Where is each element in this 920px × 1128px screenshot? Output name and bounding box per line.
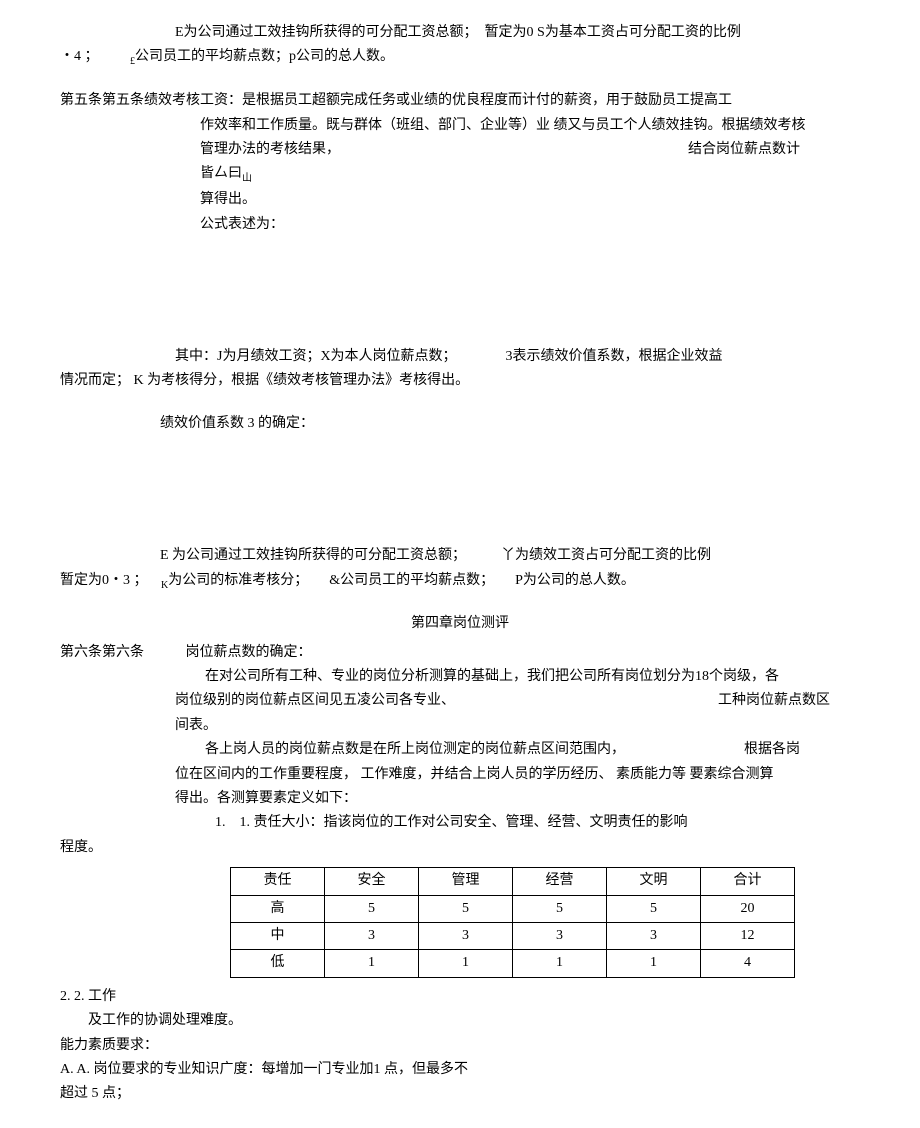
article-6-paragraph: 在对公司所有工种、专业的岗位分析测算的基础上，我们把公司所有岗位划分为18个岗级… [60,666,860,688]
table-row: 低 1 1 1 1 4 [231,950,795,977]
text-fragment: ・4 ； [60,49,99,64]
chapter-4-title: 第四章岗位测评 [60,613,860,635]
table-cell: 中 [231,922,325,949]
article-5-line: 管理办法的考核结果， 结合岗位薪点数计 [60,139,860,161]
article-5-paragraph: 情况而定； K 为考核得分，根据《绩效考核管理办法》考核得出。 [60,370,860,392]
article-5-paragraph: 暂定为0・3 ； K为公司的标准考核分； &公司员工的平均薪点数； P为公司的总… [60,570,860,594]
article-5-paragraph: E 为公司通过工效挂钩所获得的可分配工资总额； 丫为绩效工资占可分配工资的比例 [60,545,860,567]
table-row: 中 3 3 3 3 12 [231,922,795,949]
subscript: 山 [242,173,252,184]
article-5-line: 作效率和工作质量。既与群体（班组、部门、企业等）业 绩又与员工个人绩效挂钩。根据… [60,115,860,137]
table-cell: 3 [419,922,513,949]
article-6-paragraph: 得出。各测算要素定义如下： [60,788,860,810]
table-row: 高 5 5 5 5 20 [231,895,795,922]
table-cell: 1 [607,950,701,977]
paragraph-text: E为公司通过工效挂钩所获得的可分配工资总额； 暂定为0 S为基本工资占可分配工资… [60,22,860,44]
table-header-cell: 管理 [419,868,513,895]
article-6-item-1: 1. 1. 责任大小：指该岗位的工作对公司安全、管理、经营、文明责任的影响 [60,812,860,834]
document-body: E为公司通过工效挂钩所获得的可分配工资总额； 暂定为0 S为基本工资占可分配工资… [0,22,920,1106]
text-fragment: 岗位级别的岗位薪点区间见五凌公司各专业、 [175,693,455,708]
article-6-item-3: 能力素质要求： [60,1035,860,1057]
text-fragment: 根据各岗 [744,739,860,761]
article-6-header: 第六条第六条 岗位薪点数的确定： [60,642,860,664]
table-cell: 20 [701,895,795,922]
text-fragment: 工种岗位薪点数区 [718,690,860,712]
article-6-item-3a: A. A. 岗位要求的专业知识广度：每增加一门专业加1 点，但最多不 [60,1059,860,1081]
responsibility-table-wrap: 责任 安全 管理 经营 文明 合计 高 5 5 5 5 20 中 3 3 3 3 [60,867,860,978]
text-fragment: 第六条第六条 [60,645,144,660]
article-6-item-1: 程度。 [60,837,860,859]
article-5-line: 公式表述为： [60,214,860,236]
article-6-paragraph: 各上岗人员的岗位薪点数是在所上岗位测定的岗位薪点区间范围内， 根据各岗 [60,739,860,761]
text-fragment: 暂定为0・3 ； [60,573,148,588]
table-header-cell: 安全 [325,868,419,895]
article-6-paragraph: 间表。 [60,715,860,737]
article-5-text: 皆厶曰山 [60,163,860,187]
table-cell: 12 [701,922,795,949]
article-6-item-3b: 超过 5 点； [60,1083,860,1105]
article-5-line: 第五条第五条绩效考核工资：是根据员工超额完成任务或业绩的优良程度而计付的薪资，用… [60,90,860,112]
text-fragment: 公司员工的平均薪点数；p公司的总人数。 [135,49,394,64]
text-fragment: £公司员工的平均薪点数；p公司的总人数。 [102,49,394,64]
table-cell: 4 [701,950,795,977]
table-cell: 5 [607,895,701,922]
article-5-paragraph: 其中：J为月绩效工资；X为本人岗位薪点数； 3表示绩效价值系数，根据企业效益 [60,346,860,368]
paragraph-text: ・4 ； £公司员工的平均薪点数；p公司的总人数。 [60,46,860,70]
article-5-paragraph: 绩效价值系数 3 的确定： [60,413,860,435]
table-cell: 1 [419,950,513,977]
text-fragment: 为公司的标准考核分； &公司员工的平均薪点数； P为公司的总人数。 [168,573,635,588]
table-cell: 低 [231,950,325,977]
table-header-row: 责任 安全 管理 经营 文明 合计 [231,868,795,895]
table-header-cell: 责任 [231,868,325,895]
text-fragment: 结合岗位薪点数计 [688,139,860,161]
table-header-cell: 文明 [607,868,701,895]
table-cell: 高 [231,895,325,922]
table-header-cell: 合计 [701,868,795,895]
table-cell: 1 [325,950,419,977]
article-6-item-2: 及工作的协调处理难度。 [60,1010,860,1032]
article-6-item-2: 2. 2. 工作 [60,986,860,1008]
text-fragment: 各上岗人员的岗位薪点数是在所上岗位测定的岗位薪点区间范围内， [205,742,625,757]
article-5-line: 算得出。 [60,189,860,211]
table-cell: 3 [325,922,419,949]
table-cell: 5 [325,895,419,922]
table-header-cell: 经营 [513,868,607,895]
table-cell: 1 [513,950,607,977]
table-cell: 3 [607,922,701,949]
text-fragment: 管理办法的考核结果， [200,142,340,157]
text-fragment: 皆厶曰 [200,166,242,181]
text-fragment: K为公司的标准考核分； &公司员工的平均薪点数； P为公司的总人数。 [151,573,635,588]
article-6-paragraph: 岗位级别的岗位薪点区间见五凌公司各专业、 工种岗位薪点数区 [60,690,860,712]
article-6-paragraph: 位在区间内的工作重要程度， 工作难度，并结合上岗人员的学历经历、 素质能力等 要… [60,764,860,786]
table-cell: 5 [513,895,607,922]
table-cell: 5 [419,895,513,922]
responsibility-table: 责任 安全 管理 经营 文明 合计 高 5 5 5 5 20 中 3 3 3 3 [230,867,795,978]
table-cell: 3 [513,922,607,949]
text-fragment: 岗位薪点数的确定： [148,645,312,660]
